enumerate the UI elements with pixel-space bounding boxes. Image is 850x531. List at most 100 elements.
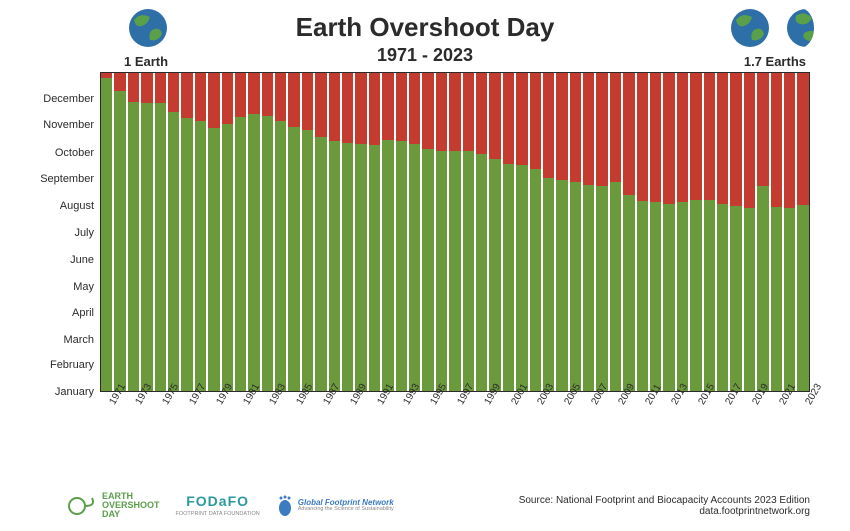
y-tick-label: January — [55, 386, 94, 398]
source-url: data.footprintnetwork.org — [519, 506, 810, 517]
bar-overshoot — [463, 73, 474, 151]
y-tick-label: December — [43, 93, 94, 105]
bar-within-budget — [704, 200, 715, 391]
bar-column — [181, 73, 192, 391]
logo1-line3: DAY — [102, 510, 160, 519]
chart-header: Earth Overshoot Day 1971 - 2023 1 Earth … — [28, 12, 822, 66]
bar-within-budget — [757, 186, 768, 391]
y-tick-label: November — [43, 119, 94, 131]
bar-overshoot — [637, 73, 648, 201]
bar-column — [449, 73, 460, 391]
bar-overshoot — [650, 73, 661, 202]
bar-column — [409, 73, 420, 391]
bar-column — [503, 73, 514, 391]
bar-column — [222, 73, 233, 391]
bar-column — [382, 73, 393, 391]
bar-overshoot — [181, 73, 192, 118]
bar-within-budget — [663, 204, 674, 391]
bar-within-budget — [235, 117, 246, 391]
bar-overshoot — [449, 73, 460, 151]
bar-overshoot — [315, 73, 326, 137]
source-text: Source: National Footprint and Biocapaci… — [519, 495, 810, 517]
bar-overshoot — [516, 73, 527, 165]
bar-column — [369, 73, 380, 391]
bar-overshoot — [663, 73, 674, 204]
bar-column — [784, 73, 795, 391]
y-tick-label: June — [70, 254, 94, 266]
bar-within-budget — [101, 78, 112, 391]
bar-overshoot — [556, 73, 567, 180]
bar-column — [583, 73, 594, 391]
y-tick-label: August — [60, 200, 94, 212]
bar-overshoot — [195, 73, 206, 121]
bar-within-budget — [489, 159, 500, 391]
bar-within-budget — [329, 141, 340, 391]
bar-column — [275, 73, 286, 391]
bar-column — [262, 73, 273, 391]
footprint-icon — [276, 495, 294, 517]
bar-within-budget — [690, 200, 701, 391]
bar-within-budget — [155, 103, 166, 391]
bar-overshoot — [275, 73, 286, 121]
bar-column — [101, 73, 112, 391]
bar-column — [771, 73, 782, 391]
bar-column — [436, 73, 447, 391]
bar-overshoot — [355, 73, 366, 144]
bar-overshoot — [530, 73, 541, 169]
bar-within-budget — [355, 144, 366, 391]
bar-column — [195, 73, 206, 391]
bar-within-budget — [315, 137, 326, 391]
bar-within-budget — [650, 202, 661, 391]
bar-column — [663, 73, 674, 391]
bar-column — [329, 73, 340, 391]
bar-column — [717, 73, 728, 391]
bar-within-budget — [208, 128, 219, 391]
bar-column — [704, 73, 715, 391]
bar-column — [302, 73, 313, 391]
bar-column — [530, 73, 541, 391]
bar-column — [730, 73, 741, 391]
bar-overshoot — [369, 73, 380, 145]
bar-overshoot — [288, 73, 299, 127]
bar-within-budget — [195, 121, 206, 391]
bar-overshoot — [623, 73, 634, 195]
bar-column — [677, 73, 688, 391]
bar-column — [396, 73, 407, 391]
bar-overshoot — [382, 73, 393, 140]
bar-within-budget — [596, 186, 607, 391]
bar-column — [422, 73, 433, 391]
bar-overshoot — [596, 73, 607, 186]
bar-overshoot — [329, 73, 340, 141]
bar-column — [797, 73, 808, 391]
bar-within-budget — [717, 204, 728, 391]
plot-region — [100, 72, 810, 392]
bar-within-budget — [771, 207, 782, 391]
logo-gfn: Global Footprint NetworkAdvancing the Sc… — [276, 495, 394, 517]
bar-overshoot — [797, 73, 808, 205]
bar-within-budget — [744, 208, 755, 391]
chart-footer: EARTHOVERSHOOTDAY FODaFO FOOTPRINT DATA … — [28, 479, 822, 523]
bar-within-budget — [677, 202, 688, 391]
bar-overshoot — [476, 73, 487, 154]
bar-within-budget — [422, 149, 433, 391]
bar-column — [141, 73, 152, 391]
bar-within-budget — [730, 206, 741, 391]
bar-overshoot — [690, 73, 701, 200]
y-tick-label: July — [74, 227, 94, 239]
bar-within-budget — [556, 180, 567, 391]
bar-overshoot — [208, 73, 219, 128]
logo3-sub: Advancing the Science of Sustainability — [298, 507, 394, 513]
right-earths-label: 1.7 Earths — [744, 54, 806, 69]
bar-within-budget — [128, 102, 139, 391]
bar-overshoot — [503, 73, 514, 164]
y-tick-label: May — [73, 281, 94, 293]
bar-overshoot — [744, 73, 755, 208]
logos-row: EARTHOVERSHOOTDAY FODaFO FOOTPRINT DATA … — [68, 492, 394, 519]
chart-frame: Earth Overshoot Day 1971 - 2023 1 Earth … — [0, 0, 850, 531]
bar-overshoot — [730, 73, 741, 206]
earth-icon-left — [128, 8, 168, 48]
bar-column — [489, 73, 500, 391]
bar-column — [637, 73, 648, 391]
y-tick-label: April — [72, 307, 94, 319]
bar-column — [570, 73, 581, 391]
